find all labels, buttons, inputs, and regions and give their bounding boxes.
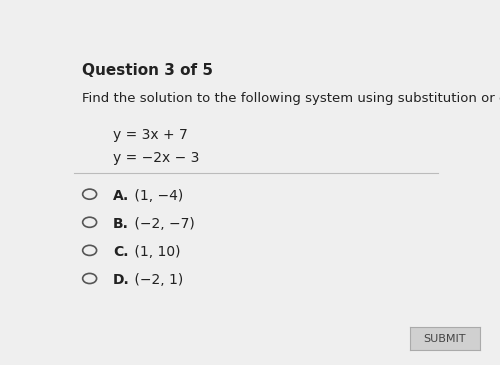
Text: B.: B. bbox=[113, 217, 129, 231]
Text: C.: C. bbox=[113, 245, 128, 259]
Text: SUBMIT: SUBMIT bbox=[424, 334, 466, 343]
Text: y = 3x + 7: y = 3x + 7 bbox=[113, 128, 188, 142]
Text: (1, 10): (1, 10) bbox=[130, 245, 181, 259]
Text: (1, −4): (1, −4) bbox=[130, 189, 184, 203]
Text: Question 3 of 5: Question 3 of 5 bbox=[82, 64, 213, 78]
Text: y = −2x − 3: y = −2x − 3 bbox=[113, 151, 199, 165]
Text: D.: D. bbox=[113, 273, 130, 287]
Text: (−2, −7): (−2, −7) bbox=[130, 217, 195, 231]
Text: Find the solution to the following system using substitution or elimination:: Find the solution to the following syste… bbox=[82, 92, 500, 105]
Text: (−2, 1): (−2, 1) bbox=[130, 273, 184, 287]
Text: A.: A. bbox=[113, 189, 129, 203]
